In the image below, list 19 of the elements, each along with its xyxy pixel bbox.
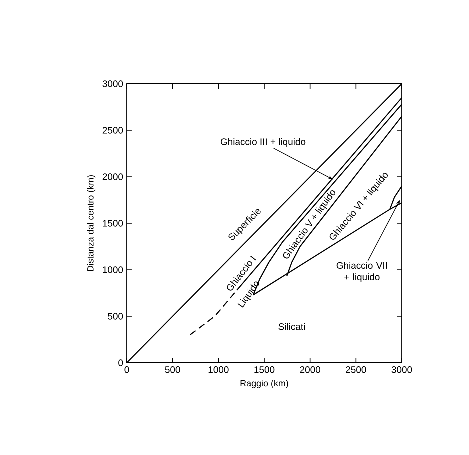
y-tick-label: 0 bbox=[118, 360, 124, 366]
x-tick-label: 1500 bbox=[254, 366, 275, 374]
y-tick-label: 3000 bbox=[102, 80, 124, 88]
x-tick-label: 2000 bbox=[300, 366, 320, 374]
x-tick-label: 1000 bbox=[208, 366, 229, 374]
annotation: Ghiaccio VII + liquido bbox=[336, 262, 388, 282]
x-tick-label: 3000 bbox=[392, 366, 412, 374]
x-tick-label: 500 bbox=[165, 366, 180, 374]
annotation: Ghiaccio III + liquido bbox=[220, 138, 306, 148]
x-tick-label: 0 bbox=[124, 366, 130, 374]
x-axis-title: Raggio (km) bbox=[240, 380, 288, 388]
y-tick-label: 1000 bbox=[103, 266, 124, 274]
y-axis-title: Distanza dal centro (km) bbox=[87, 175, 96, 272]
y-tick-label: 500 bbox=[108, 313, 124, 320]
y-tick-label: 1500 bbox=[103, 220, 124, 227]
y-tick-label: 2500 bbox=[102, 127, 124, 134]
y-tick-label: 2000 bbox=[102, 174, 124, 180]
annotation: Silicati bbox=[278, 323, 306, 330]
x-tick-label: 2500 bbox=[346, 366, 366, 374]
